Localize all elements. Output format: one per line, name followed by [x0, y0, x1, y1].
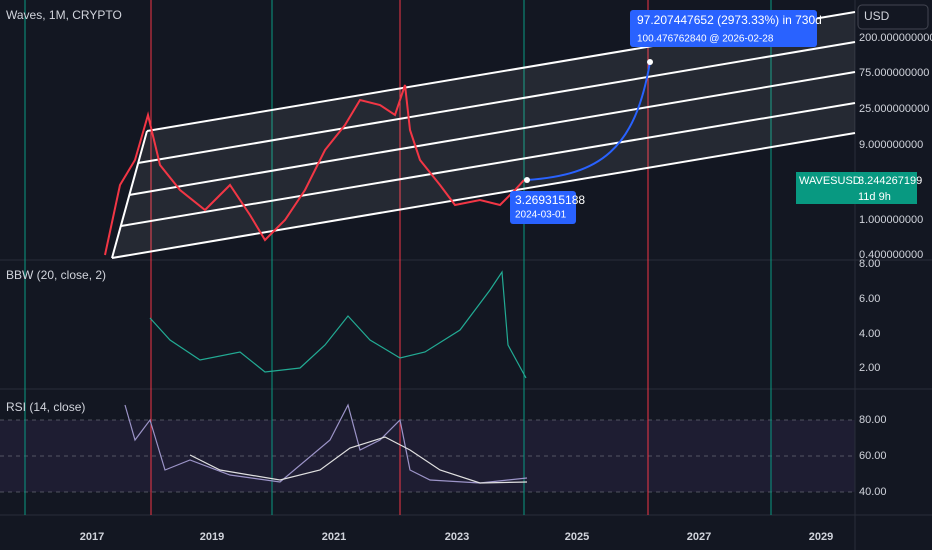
projection-target: 100.476762840 @ 2026-02-28: [637, 34, 774, 45]
symbol-title: Waves, 1M, CRYPTO: [6, 8, 122, 22]
price-tick: 0.400000000: [859, 249, 923, 261]
bbw-tick: 4.00: [859, 328, 880, 340]
last-price: 3.244267199: [858, 175, 922, 187]
bbw-title: BBW (20, close, 2): [6, 268, 106, 282]
start-tooltip: [510, 191, 576, 224]
projection-curve: [526, 61, 651, 181]
currency-button[interactable]: [857, 4, 929, 30]
rsi-tick: 40.00: [859, 486, 887, 498]
rsi-levels: [0, 419, 855, 493]
price-tick: 9.000000000: [859, 139, 923, 151]
start-date: 2024-03-01: [515, 210, 567, 221]
time-tick: 2019: [200, 531, 224, 543]
price-series: [104, 84, 525, 256]
bbw-line: [149, 270, 527, 379]
bbw-tick: 8.00: [859, 258, 880, 270]
countdown: 11d 9h: [858, 191, 891, 203]
rsi-line: [124, 403, 528, 484]
bbw-tick: 6.00: [859, 293, 880, 305]
bbw-tick: 2.00: [859, 362, 880, 374]
target-dot: [647, 59, 653, 65]
last-price-tag: [796, 172, 917, 204]
time-tick: 2025: [565, 531, 589, 543]
start-dot: [524, 177, 530, 183]
start-price: 3.269315188: [515, 193, 585, 207]
rsi-title: RSI (14, close): [6, 400, 85, 414]
cycle-lines: [24, 0, 772, 515]
time-tick: 2029: [809, 531, 833, 543]
time-tick: 2027: [687, 531, 711, 543]
time-tick: 2017: [80, 531, 104, 543]
projection-tooltip: [630, 10, 817, 47]
price-tick: 75.000000000: [859, 67, 929, 79]
rsi-ma: [189, 436, 528, 484]
price-tick: 200.000000000: [859, 32, 932, 44]
rsi-tick: 80.00: [859, 414, 887, 426]
rsi-tick: 60.00: [859, 450, 887, 462]
time-tick: 2023: [445, 531, 469, 543]
ticker: WAVESUSD: [799, 175, 861, 187]
currency-label[interactable]: USD: [864, 9, 890, 23]
projection-headline: 97.207447652 (2973.33%) in 730d: [637, 13, 822, 27]
price-tick: 25.000000000: [859, 103, 929, 115]
time-tick: 2021: [322, 531, 346, 543]
price-tick: 1.000000000: [859, 214, 923, 226]
